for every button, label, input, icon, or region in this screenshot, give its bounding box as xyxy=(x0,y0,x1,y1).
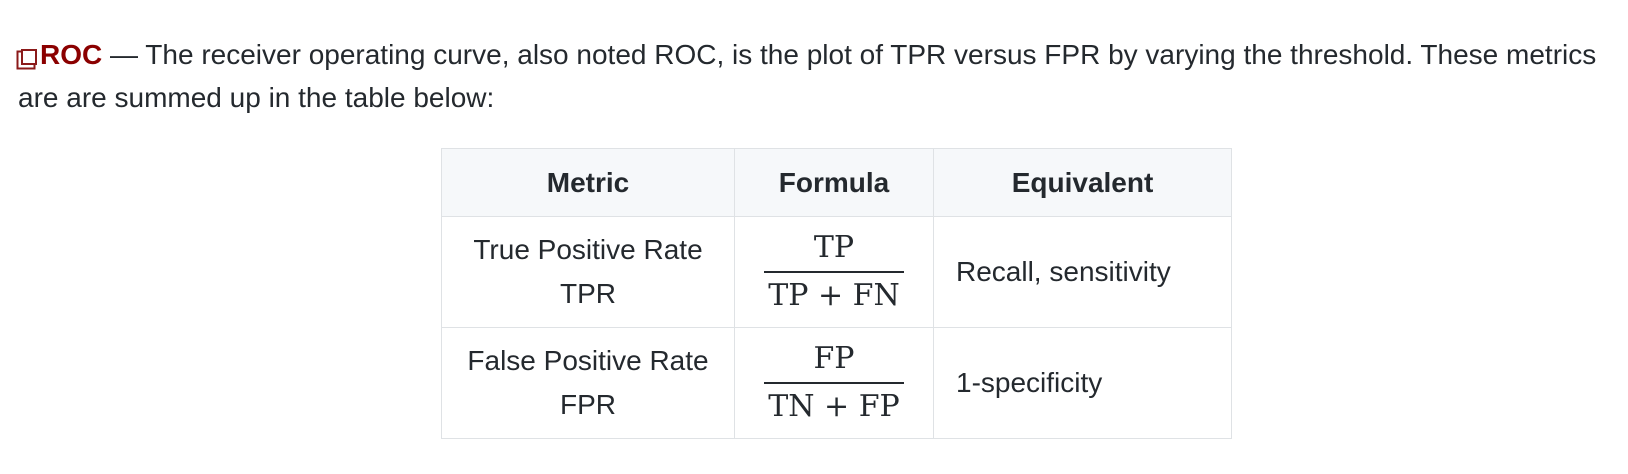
metric-abbr: TPR xyxy=(560,278,616,309)
square-icon xyxy=(21,49,37,65)
metrics-table: Metric Formula Equivalent True Positive … xyxy=(441,148,1232,439)
fraction-denominator: TN + FP xyxy=(768,388,900,424)
table-header-row: Metric Formula Equivalent xyxy=(441,148,1232,217)
fraction-numerator: FP xyxy=(813,341,855,377)
fraction: FP TN + FP xyxy=(764,341,904,424)
fraction-bar xyxy=(764,271,904,273)
metric-cell: False Positive Rate FPR xyxy=(441,327,735,439)
table-row: False Positive Rate FPR FP TN + FP 1-spe… xyxy=(441,327,1232,439)
table-row: True Positive Rate TPR TP TP + FN Recall… xyxy=(441,216,1232,328)
metric-name: True Positive Rate xyxy=(473,234,703,265)
em-dash: — xyxy=(102,39,146,70)
formula-cell: TP TP + FN xyxy=(734,216,934,328)
formula-cell: FP TN + FP xyxy=(734,327,934,439)
metric-cell: True Positive Rate TPR xyxy=(441,216,735,328)
equivalent-cell: 1-specificity xyxy=(933,327,1232,439)
fraction-numerator: TP xyxy=(813,230,855,266)
intro-text: The receiver operating curve, also noted… xyxy=(18,39,1597,113)
fraction-denominator: TP + FN xyxy=(768,277,900,313)
equivalent-cell: Recall, sensitivity xyxy=(933,216,1232,328)
intro-paragraph: ROC — The receiver operating curve, also… xyxy=(18,33,1608,119)
header-equivalent: Equivalent xyxy=(933,148,1232,217)
fraction-bar xyxy=(764,382,904,384)
term-roc: ROC xyxy=(40,39,103,70)
header-metric: Metric xyxy=(441,148,735,217)
metric-abbr: FPR xyxy=(560,389,616,420)
fraction: TP TP + FN xyxy=(764,230,904,313)
header-formula: Formula xyxy=(734,148,934,217)
metric-name: False Positive Rate xyxy=(467,345,709,376)
